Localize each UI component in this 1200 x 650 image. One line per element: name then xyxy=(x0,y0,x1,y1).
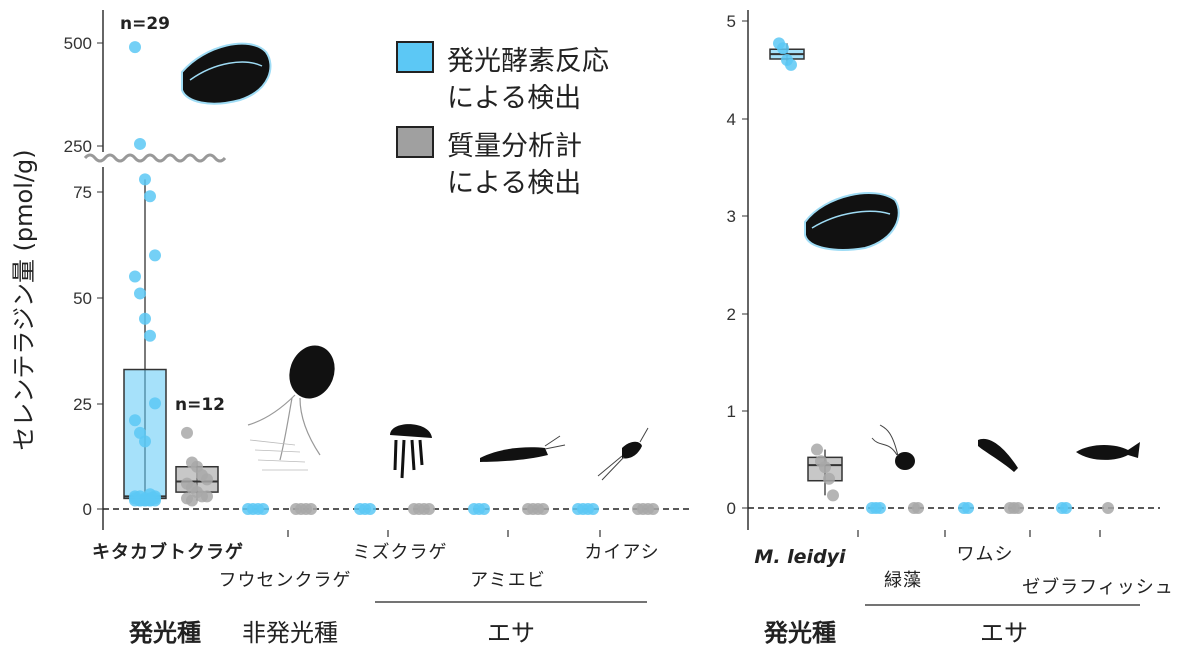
right-x-ticks xyxy=(857,530,1101,537)
left-boxes xyxy=(123,179,219,501)
luciferase-point xyxy=(129,41,141,54)
luciferase-point xyxy=(129,270,141,283)
luciferase-point xyxy=(144,190,156,203)
species-label: フウセンクラゲ xyxy=(219,570,352,591)
species-label: M. leidyi xyxy=(754,546,846,568)
krill-silhouette xyxy=(480,435,566,462)
ms-point xyxy=(201,473,213,486)
y-tick-label: 0 xyxy=(727,499,736,518)
luciferase-point xyxy=(785,58,797,71)
group-label: 非発光種 xyxy=(242,619,338,647)
luciferase-point xyxy=(364,503,376,515)
ms-point xyxy=(1012,502,1024,514)
luciferase-point xyxy=(257,503,269,515)
legend-swatch-luciferase xyxy=(396,41,434,73)
ms-point xyxy=(181,426,193,439)
left-points xyxy=(129,41,659,515)
ms-point xyxy=(827,489,839,502)
luciferase-point xyxy=(144,494,156,507)
n-label-luciferase: n=29 xyxy=(120,14,170,34)
species-label: アミエビ xyxy=(470,570,546,591)
luciferase-point xyxy=(874,502,886,514)
y-axis-label: セレンテラジン量 (pmol/g) xyxy=(10,149,38,450)
legend-swatch-ms xyxy=(396,126,434,158)
ms-point xyxy=(305,503,317,515)
y-tick-label: 250 xyxy=(64,137,92,156)
rotifer-silhouette xyxy=(978,438,1018,472)
luciferase-point xyxy=(149,397,161,410)
species-label: ゼブラフィッシュ xyxy=(1022,576,1174,598)
group-label: 発光種 xyxy=(763,619,836,647)
species-label: ミズクラゲ xyxy=(353,542,448,563)
luciferase-point xyxy=(149,249,161,262)
luciferase-point xyxy=(144,329,156,342)
legend-label-ms-2: による検出 xyxy=(447,168,581,199)
ms-point xyxy=(819,461,831,474)
luciferase-point xyxy=(139,435,151,448)
species-label: カイアシ xyxy=(584,542,659,563)
right-boxes xyxy=(769,43,843,496)
y-tick-label: 5 xyxy=(727,12,736,31)
luciferase-point xyxy=(587,503,599,515)
axis-break-mark xyxy=(83,153,227,163)
left-y-ticks: 500 250 75 50 25 0 xyxy=(64,34,103,519)
ms-point xyxy=(823,472,835,485)
comb-jelly-silhouette xyxy=(181,42,272,105)
y-tick-label: 0 xyxy=(83,500,92,519)
n-label-ms: n=12 xyxy=(175,395,225,415)
legend-label-luciferase-1: 発光酵素反応 xyxy=(447,46,609,77)
legend-label-luciferase-2: による検出 xyxy=(447,83,581,114)
luciferase-point xyxy=(134,287,146,300)
ms-point xyxy=(186,494,198,507)
ms-point xyxy=(537,503,549,515)
luciferase-point xyxy=(139,173,151,186)
zebrafish-silhouette xyxy=(1076,442,1140,460)
y-tick-label: 25 xyxy=(73,395,92,414)
y-tick-label: 1 xyxy=(727,402,736,421)
y-tick-label: 50 xyxy=(73,289,92,308)
luciferase-point xyxy=(134,137,146,150)
ms-point xyxy=(912,502,924,514)
ms-point xyxy=(201,490,213,503)
luciferase-point xyxy=(129,414,141,427)
right-points xyxy=(773,37,1114,514)
mnemiopsis-silhouette xyxy=(804,192,900,251)
ms-point xyxy=(1102,502,1114,514)
left-panel: セレンテラジン量 (pmol/g) 500 250 75 50 25 0 xyxy=(10,10,690,647)
luciferase-point xyxy=(139,312,151,325)
beroe-silhouette xyxy=(247,345,335,471)
y-tick-label: 4 xyxy=(727,110,736,129)
luciferase-point xyxy=(962,502,974,514)
green-alga-silhouette xyxy=(871,424,915,470)
ms-point xyxy=(647,503,659,515)
species-label: ワムシ xyxy=(957,544,1014,565)
left-x-ticks xyxy=(287,530,601,537)
species-label: キタカブトクラゲ xyxy=(92,541,244,563)
luciferase-point xyxy=(777,42,789,55)
luciferase-point xyxy=(478,503,490,515)
group-label: 発光種 xyxy=(128,619,201,647)
group-label: エサ xyxy=(980,619,1028,647)
legend-label-ms-1: 質量分析計 xyxy=(447,131,582,162)
y-tick-label: 500 xyxy=(64,34,92,53)
y-tick-label: 2 xyxy=(727,305,736,324)
copepod-silhouette xyxy=(597,427,649,481)
right-y-ticks: 5 4 3 2 1 0 xyxy=(727,12,748,518)
ms-point xyxy=(811,443,823,456)
y-tick-label: 75 xyxy=(73,183,92,202)
y-tick-label: 3 xyxy=(727,207,736,226)
right-panel: 5 4 3 2 1 0 xyxy=(727,10,1174,647)
moon-jellyfish-silhouette xyxy=(390,424,432,479)
luciferase-point xyxy=(1060,502,1072,514)
group-label: エサ xyxy=(487,619,535,647)
legend: 発光酵素反応 による検出 質量分析計 による検出 xyxy=(396,41,609,199)
species-label: 緑藻 xyxy=(884,570,922,591)
ms-point xyxy=(423,503,435,515)
